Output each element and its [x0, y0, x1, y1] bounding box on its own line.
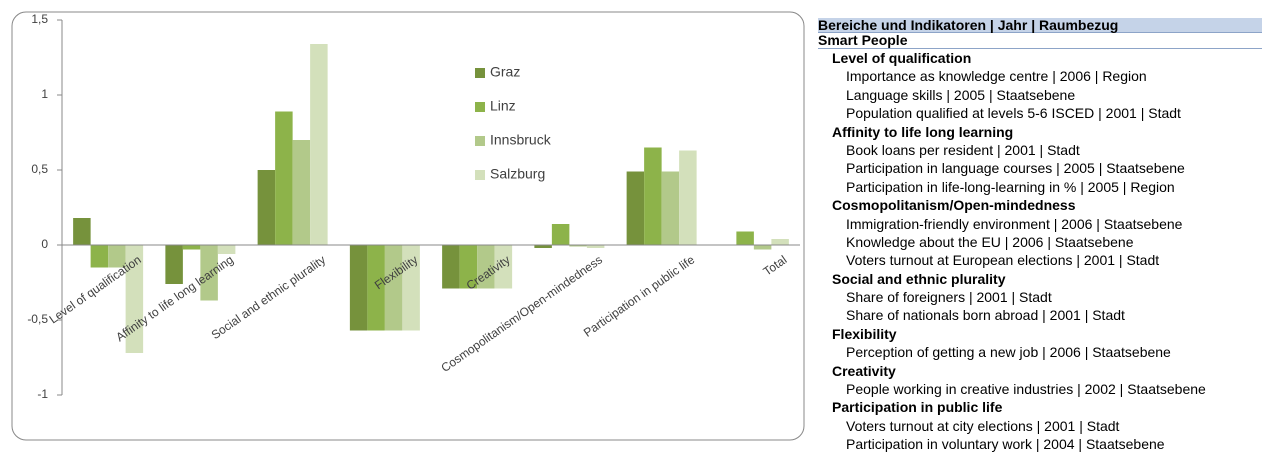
indicator: Perception of getting a new job | 2006 |… [846, 344, 1171, 361]
indicator-list: Bereiche und Indikatoren | Jahr | Raumbe… [818, 18, 1262, 453]
bar [626, 171, 645, 245]
legend-label: Linz [490, 98, 516, 114]
bar [736, 231, 754, 245]
bar [367, 245, 385, 331]
indicator: People working in creative industries | … [846, 381, 1206, 398]
bar [257, 170, 276, 245]
group-title: Level of qualification [832, 50, 972, 66]
legend-swatch [475, 136, 485, 146]
legend-swatch [475, 170, 485, 180]
indicator: Knowledge about the EU | 2006 | Staatseb… [846, 233, 1134, 250]
y-tick-label: 1,5 [31, 12, 48, 26]
indicator: Voters turnout at city elections | 2001 … [846, 417, 1120, 434]
indicator: Immigration-friendly environment | 2006 … [846, 215, 1183, 232]
bar [349, 245, 368, 331]
legend-label: Innsbruck [490, 132, 552, 148]
bar [165, 245, 183, 284]
legend-label: Graz [490, 64, 520, 80]
bar [292, 140, 311, 245]
bar [569, 245, 587, 247]
bar [477, 245, 495, 289]
group-title: Affinity to life long learning [832, 123, 1014, 140]
bar [182, 245, 201, 250]
group-title: Cosmopolitanism/Open-mindedness [832, 197, 1076, 214]
y-tick-label: 1 [41, 87, 48, 101]
group-title: Social and ethnic plurality [832, 270, 1006, 287]
bar [586, 245, 605, 248]
section-title: Smart People [818, 33, 1262, 49]
bar [442, 245, 460, 289]
indicator: Participation in life-long-learning in %… [846, 178, 1175, 195]
y-tick-label: -1 [37, 387, 48, 401]
indicator: Importance as knowledge centre | 2006 | … [846, 68, 1147, 85]
indicator: Participation in language courses | 2005… [846, 160, 1185, 177]
legend-label: Salzburg [490, 166, 545, 182]
indicator: Voters turnout at European elections | 2… [846, 252, 1160, 269]
bar [384, 245, 403, 331]
bar [753, 245, 772, 250]
list-header: Bereiche und Indikatoren | Jahr | Raumbe… [818, 18, 1262, 33]
indicator: Participation in voluntary work | 2004 |… [846, 436, 1165, 453]
bar [402, 245, 420, 331]
y-tick-label: -0,5 [27, 312, 48, 326]
bar [494, 245, 513, 289]
bar [125, 245, 144, 353]
bar [217, 245, 236, 254]
indicator: Population qualified at levels 5-6 ISCED… [846, 105, 1181, 122]
indicator: Book loans per resident | 2001 | Stadt [846, 141, 1080, 158]
y-tick-label: 0 [41, 237, 48, 251]
bar [310, 44, 328, 245]
y-tick-label: 0,5 [31, 162, 48, 176]
bar [771, 239, 789, 245]
indicator: Share of nationals born abroad | 2001 | … [846, 307, 1125, 324]
group-title: Flexibility [832, 325, 897, 342]
bar [551, 224, 570, 245]
indicator: Share of foreigners | 2001 | Stadt [846, 289, 1052, 306]
group-title: Creativity [832, 362, 896, 379]
bar [534, 245, 552, 248]
bar [644, 147, 662, 245]
chart-border [11, 11, 805, 441]
bar [73, 218, 91, 245]
bar [200, 245, 218, 301]
bar [108, 245, 126, 268]
bar [275, 111, 293, 245]
group-title: Participation in public life [832, 399, 1003, 416]
legend-swatch [475, 102, 485, 112]
bar [679, 150, 697, 245]
legend-swatch [475, 68, 485, 78]
bar [661, 171, 680, 245]
bar [459, 245, 478, 289]
bar [90, 245, 109, 268]
indicator: Language skills | 2005 | Staatsebene [846, 86, 1076, 103]
